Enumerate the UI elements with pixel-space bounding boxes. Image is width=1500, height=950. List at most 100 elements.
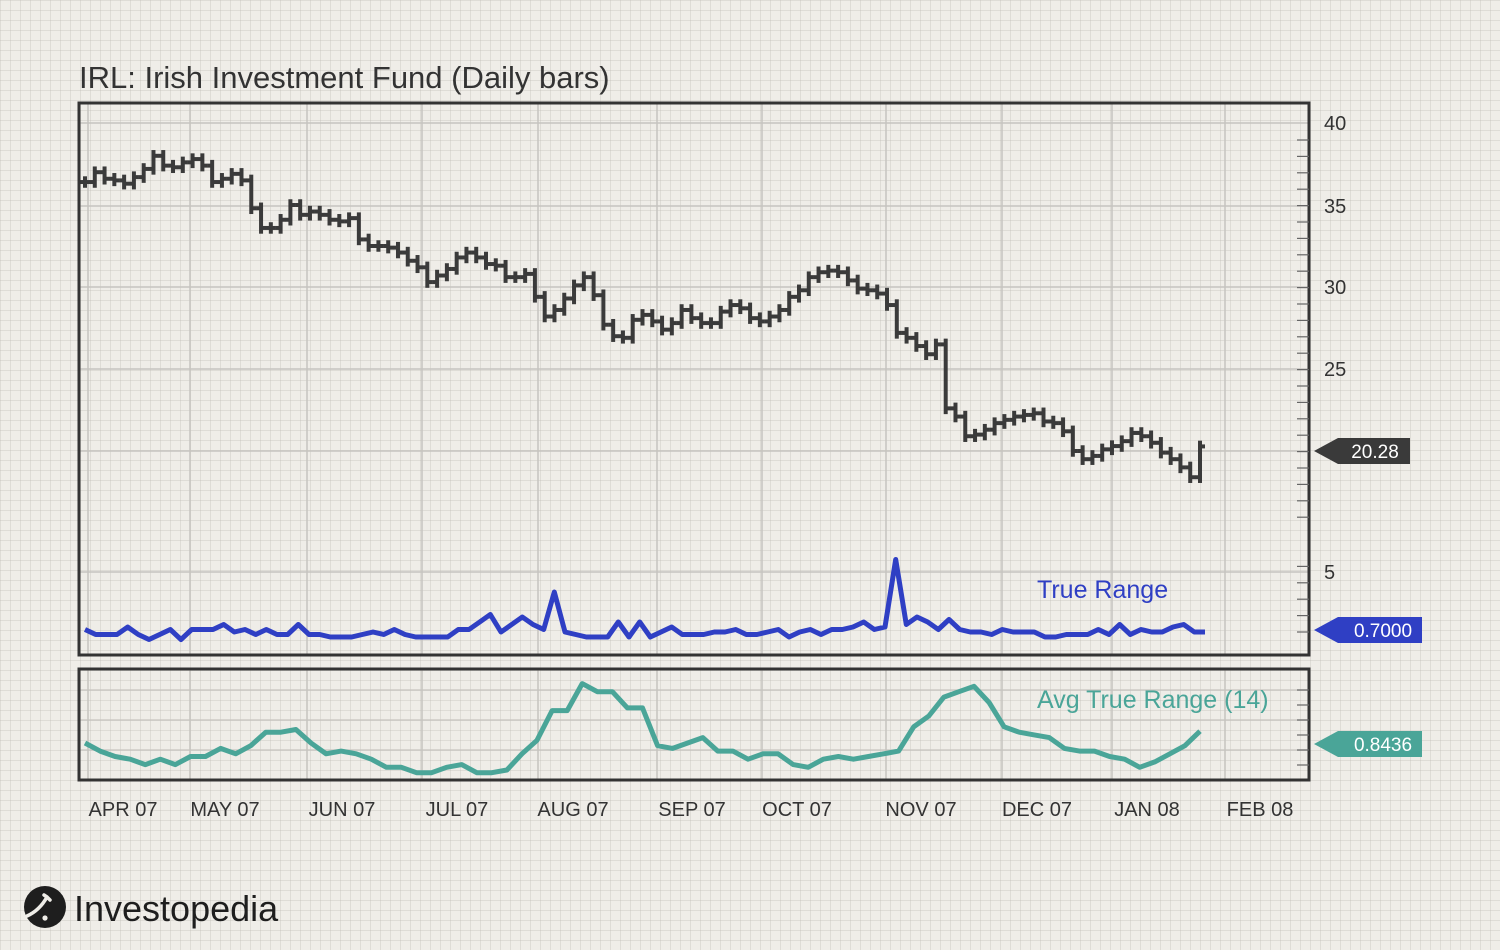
- price-bar: [265, 222, 276, 234]
- price-bar: [119, 174, 130, 190]
- true-range-label: True Range: [1037, 576, 1168, 604]
- price-bar: [275, 214, 286, 234]
- price-bar: [89, 166, 100, 188]
- price-bar: [842, 266, 853, 287]
- price-bar: [970, 428, 981, 442]
- price-bar: [500, 259, 511, 283]
- price-bar: [725, 299, 736, 318]
- price-bar: [950, 402, 961, 423]
- price-bar: [285, 199, 296, 226]
- price-bar: [216, 173, 227, 188]
- price-bar: [852, 274, 863, 295]
- price-bar: [891, 299, 902, 339]
- price-bar: [187, 153, 198, 169]
- price-bar: [960, 410, 971, 442]
- atr-tag-shape: [1314, 731, 1422, 757]
- investopedia-logo: Investopedia: [24, 886, 279, 929]
- price-bar: [236, 168, 247, 187]
- price-bar: [1048, 415, 1059, 429]
- price-bar: [383, 240, 394, 254]
- price-bar: [1126, 427, 1137, 447]
- price-bar: [901, 327, 912, 344]
- price-bar: [510, 271, 521, 283]
- price-bar: [197, 153, 208, 172]
- price-bar: [256, 202, 267, 234]
- price-bar: [930, 338, 941, 360]
- y-axis-minor-ticks: [1297, 139, 1309, 766]
- price-bar: [647, 309, 658, 328]
- x-tick-label: AUG 07: [537, 799, 608, 821]
- price-bar: [1106, 440, 1117, 456]
- x-tick-label: JUN 07: [309, 799, 376, 821]
- price-bar: [529, 268, 540, 303]
- price-bar: [344, 212, 355, 228]
- price-bar: [246, 174, 257, 215]
- price-bar: [862, 282, 873, 297]
- price-bar: [471, 246, 482, 264]
- price-bars: [80, 150, 1205, 483]
- price-bar: [911, 332, 922, 352]
- price-bar: [314, 205, 325, 221]
- price-bar: [696, 312, 707, 329]
- price-bar: [1195, 440, 1205, 483]
- price-bar: [1077, 445, 1088, 465]
- price-bar: [441, 263, 452, 282]
- true-range-tag-shape: [1314, 617, 1422, 643]
- price-bar: [882, 287, 893, 311]
- price-bar: [666, 317, 677, 336]
- y-tick-label: 40: [1324, 113, 1346, 135]
- price-bar: [979, 423, 990, 441]
- atr-panel-grid: [79, 669, 1309, 780]
- avg-true-range-line: [83, 681, 1202, 776]
- price-bar: [1058, 417, 1069, 438]
- price-bar: [363, 233, 374, 252]
- price-bar: [1146, 430, 1157, 449]
- price-bar: [637, 309, 648, 326]
- price-bar: [1175, 453, 1186, 474]
- price-bar: [422, 261, 433, 288]
- price-bar: [1067, 425, 1078, 457]
- price-bar: [774, 304, 785, 323]
- price-bar: [793, 284, 804, 303]
- x-tick-label: NOV 07: [885, 799, 956, 821]
- price-bar: [520, 268, 531, 283]
- price-bar: [99, 166, 110, 185]
- avg-true-range-label: Avg True Range (14): [1037, 686, 1269, 714]
- price-bar: [833, 264, 844, 278]
- price-bar: [715, 305, 726, 329]
- price-bar: [412, 255, 423, 274]
- x-tick-label: FEB 08: [1227, 799, 1294, 821]
- price-bar: [989, 417, 1000, 436]
- price-bar: [373, 240, 384, 252]
- price-bar: [490, 258, 501, 272]
- price-bar: [539, 291, 550, 323]
- price-bar: [207, 159, 218, 188]
- price-bar: [481, 251, 492, 270]
- price-bar: [686, 304, 697, 324]
- price-bar: [559, 292, 570, 316]
- price-bar: [569, 279, 580, 305]
- price-bar: [295, 199, 306, 221]
- price-bar: [940, 338, 951, 415]
- y-tick-label: 35: [1324, 196, 1346, 218]
- price-bar: [999, 414, 1010, 429]
- price-bar: [608, 318, 619, 342]
- price-bar: [168, 159, 179, 174]
- price-tag-value: 20.28: [1351, 442, 1399, 463]
- price-bar: [549, 304, 560, 323]
- price-bar: [1038, 407, 1049, 428]
- x-tick-label: OCT 07: [762, 799, 832, 821]
- price-bar: [392, 241, 403, 259]
- price-bar: [921, 340, 932, 360]
- price-bar: [334, 214, 345, 228]
- price-bar: [109, 173, 120, 187]
- price-bar: [1028, 407, 1039, 421]
- price-bar: [588, 271, 599, 301]
- atr-value-tag: 0.8436: [1314, 731, 1422, 757]
- price-bar: [138, 163, 149, 183]
- price-bar: [872, 284, 883, 300]
- price-bar: [578, 271, 589, 292]
- price-bar: [1009, 410, 1020, 426]
- price-bar: [226, 168, 237, 185]
